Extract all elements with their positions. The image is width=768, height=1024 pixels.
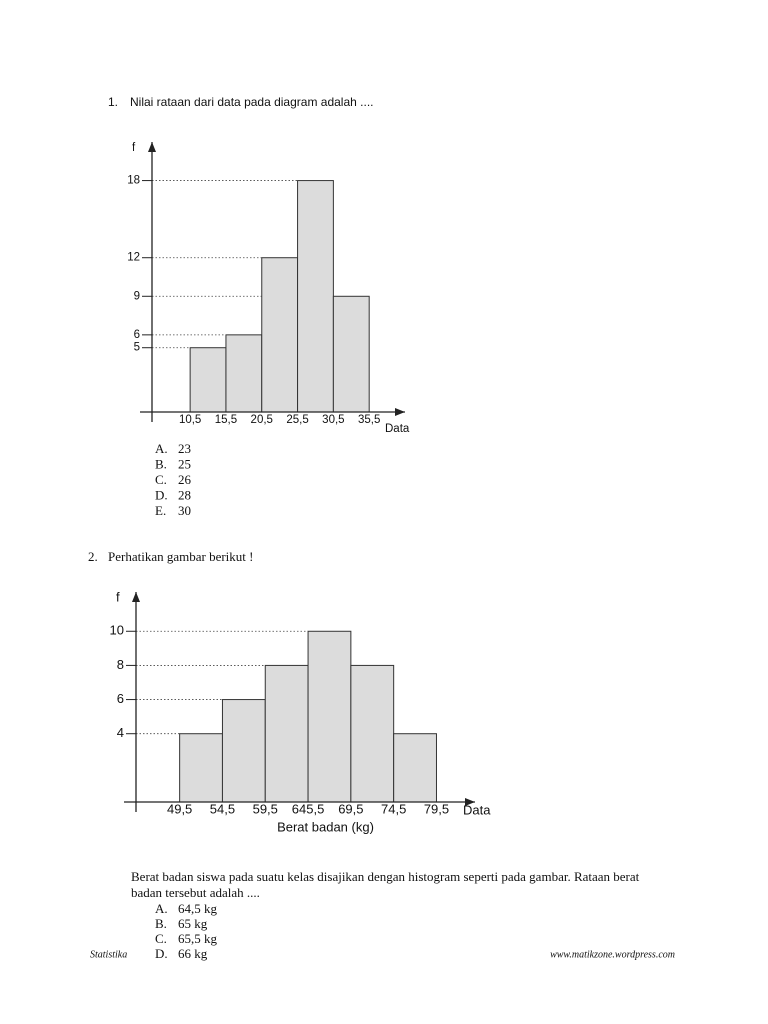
- x-tick-label: 69,5: [338, 801, 363, 816]
- bar: [225, 334, 263, 413]
- bar: [221, 699, 266, 803]
- y-tick-label: 10: [110, 623, 124, 638]
- x-axis-label: Data: [385, 423, 410, 435]
- question-number: 2.: [88, 549, 98, 564]
- option-letter: A.: [155, 901, 168, 916]
- y-tick-label: 5: [134, 342, 140, 354]
- x-tick-label: 10,5: [179, 414, 201, 426]
- x-tick-label: 20,5: [251, 414, 273, 426]
- x-tick-label: 25,5: [286, 414, 308, 426]
- y-tick-label: 6: [117, 691, 124, 706]
- x-tick-label: 645,5: [292, 801, 325, 816]
- option-text: 66 kg: [178, 946, 208, 961]
- arrow: [148, 142, 156, 152]
- question-text: Perhatikan gambar berikut !: [108, 549, 253, 564]
- x-axis-label: Data: [463, 802, 491, 817]
- y-tick-label: 8: [117, 657, 124, 672]
- arrow: [395, 408, 405, 416]
- bar: [189, 347, 227, 413]
- x-tick-label: 49,5: [167, 801, 192, 816]
- option-letter: C.: [155, 931, 167, 946]
- x-tick-label: 74,5: [381, 801, 406, 816]
- option-text: 25: [178, 456, 191, 471]
- y-tick-label: 12: [127, 252, 140, 264]
- option-text: 65,5 kg: [178, 931, 218, 946]
- x-tick-label: 54,5: [210, 801, 235, 816]
- y-tick-label: 18: [127, 175, 140, 187]
- option-letter: E.: [155, 503, 166, 518]
- bar: [393, 733, 437, 803]
- x-tick-label: 79,5: [424, 801, 449, 816]
- y-tick-label: 4: [117, 725, 124, 740]
- option-letter: C.: [155, 472, 167, 487]
- arrow: [465, 798, 475, 806]
- footer-left: Statistika: [90, 949, 127, 960]
- y-tick-label: 9: [134, 290, 140, 302]
- option-text: 23: [178, 441, 191, 456]
- bar: [264, 664, 309, 803]
- y-axis-label: f: [116, 589, 120, 604]
- question-number: 1.: [108, 95, 118, 109]
- x-tick-label: 35,5: [358, 414, 380, 426]
- option-letter: B.: [155, 456, 167, 471]
- bar: [332, 295, 370, 413]
- x-tick-label: 15,5: [215, 414, 237, 426]
- option-text: 30: [178, 503, 191, 518]
- x-tick-label: 30,5: [322, 414, 344, 426]
- y-axis-label: f: [132, 142, 136, 154]
- footer-right: www.matikzone.wordpress.com: [550, 949, 675, 960]
- paragraph-line: Berat badan siswa pada suatu kelas disaj…: [131, 869, 640, 884]
- option-text: 26: [178, 472, 192, 487]
- option-letter: B.: [155, 916, 167, 931]
- x-axis-title: Berat badan (kg): [277, 819, 374, 834]
- option-letter: D.: [155, 946, 168, 961]
- paragraph-line: badan tersebut adalah ....: [131, 885, 260, 900]
- bar: [350, 664, 395, 803]
- bar: [261, 257, 299, 413]
- bar: [179, 733, 223, 803]
- option-text: 64,5 kg: [178, 901, 218, 916]
- arrow: [132, 592, 140, 602]
- bar: [307, 630, 352, 803]
- y-tick-label: 6: [134, 329, 140, 341]
- bar: [297, 180, 334, 413]
- option-text: 65 kg: [178, 916, 208, 931]
- option-text: 28: [178, 487, 191, 502]
- question-text: Nilai rataan dari data pada diagram adal…: [130, 95, 374, 109]
- x-tick-label: 59,5: [253, 801, 278, 816]
- option-letter: A.: [155, 441, 168, 456]
- option-letter: D.: [155, 487, 168, 502]
